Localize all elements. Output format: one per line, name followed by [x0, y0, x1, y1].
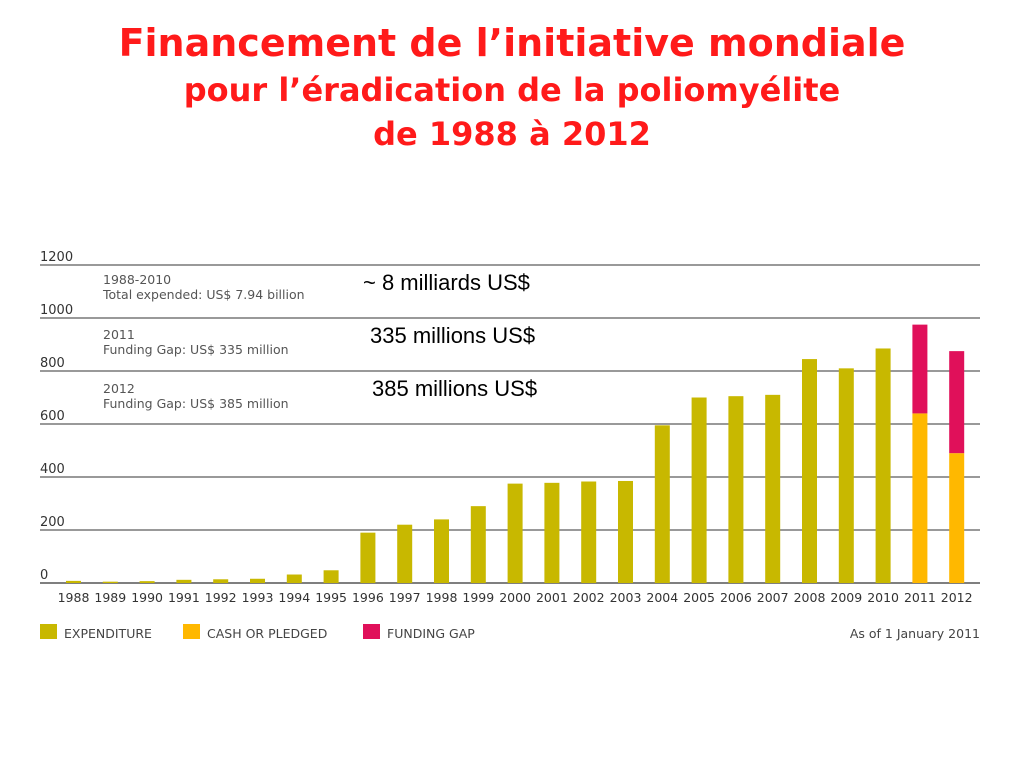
bar-expenditure — [618, 480, 633, 583]
annotation-total: ~ 8 milliards US$ — [363, 270, 530, 295]
info-box-text: Funding Gap: US$ 335 million — [103, 342, 289, 357]
bar-expenditure — [139, 581, 155, 583]
y-tick-label: 1000 — [40, 303, 73, 318]
chart-title: Financement de l’initiative mondiale pou… — [0, 18, 1024, 156]
bar-expenditure — [544, 482, 560, 583]
bar-expenditure — [507, 483, 523, 583]
legend-label: CASH OR PLEDGED — [207, 626, 327, 641]
x-tick-label: 1990 — [131, 590, 163, 605]
x-tick-label: 2012 — [941, 590, 973, 605]
y-tick-label: 1200 — [40, 250, 73, 265]
bar-expenditure — [875, 348, 891, 583]
x-tick-label: 2006 — [720, 590, 752, 605]
title-line-3: de 1988 à 2012 — [373, 115, 651, 153]
y-tick-label: 400 — [40, 462, 65, 477]
bar-expenditure — [838, 368, 854, 583]
bar-expenditure — [213, 579, 229, 583]
x-tick-label: 2002 — [573, 590, 605, 605]
x-tick-label: 1988 — [58, 590, 90, 605]
info-box-period: 2011 — [103, 327, 135, 342]
x-tick-label: 2008 — [794, 590, 826, 605]
x-tick-label: 2007 — [757, 590, 789, 605]
x-tick-label: 1989 — [94, 590, 126, 605]
x-tick-label: 2009 — [830, 590, 862, 605]
x-tick-label: 2005 — [683, 590, 715, 605]
bar-expenditure — [728, 396, 744, 583]
info-box-text: Funding Gap: US$ 385 million — [103, 396, 289, 411]
bar-expenditure — [286, 574, 302, 583]
info-box-gap-2012: 2012 Funding Gap: US$ 385 million — [103, 381, 289, 411]
info-box-period: 1988-2010 — [103, 272, 172, 287]
legend-swatch — [183, 624, 200, 639]
x-tick-label: 1991 — [168, 590, 200, 605]
x-tick-label: 1996 — [352, 590, 384, 605]
y-tick-label: 0 — [40, 568, 48, 583]
info-box-total: 1988-2010 Total expended: US$ 7.94 billi… — [103, 272, 305, 302]
footnote: As of 1 January 2011 — [850, 626, 980, 641]
y-tick-label: 600 — [40, 409, 65, 424]
x-tick-label: 2001 — [536, 590, 568, 605]
info-box-text: Total expended: US$ 7.94 billion — [103, 287, 305, 302]
bar-expenditure — [250, 578, 265, 583]
x-tick-label: 1998 — [426, 590, 458, 605]
bar-expenditure — [397, 524, 413, 583]
legend-label: EXPENDITURE — [64, 626, 152, 641]
x-tick-label: 1997 — [389, 590, 421, 605]
y-tick-label: 200 — [40, 515, 65, 530]
legend-swatch — [40, 624, 57, 639]
x-tick-label: 1995 — [315, 590, 347, 605]
info-box-period: 2012 — [103, 381, 135, 396]
legend-label: FUNDING GAP — [387, 626, 475, 641]
bar-funding-gap — [949, 351, 965, 454]
bar-expenditure — [765, 394, 781, 583]
bar-expenditure — [581, 481, 597, 583]
annotation-gap-2011: 335 millions US$ — [370, 323, 536, 348]
x-tick-label: 1994 — [278, 590, 310, 605]
x-tick-label: 1999 — [462, 590, 494, 605]
x-tick-label: 2010 — [867, 590, 899, 605]
x-tick-label: 1993 — [242, 590, 274, 605]
bar-expenditure — [66, 580, 81, 583]
title-line-1: Financement de l’initiative mondiale — [118, 21, 906, 65]
bar-expenditure — [176, 579, 192, 583]
funding-bar-chart: 0 200 400 600 800 1000 1200 1988 1989 1990 1991 199… — [40, 250, 980, 641]
bar-expenditure — [323, 570, 339, 583]
bar-cash-or-pledged — [949, 453, 965, 583]
info-box-gap-2011: 2011 Funding Gap: US$ 335 million — [103, 327, 289, 357]
x-tick-label: 2000 — [499, 590, 531, 605]
x-tick-label: 2011 — [904, 590, 936, 605]
title-line-2: pour l’éradication de la poliomyélite — [183, 71, 841, 109]
bar-expenditure — [691, 397, 707, 583]
bar-expenditure — [434, 519, 449, 583]
bar-expenditure — [360, 532, 376, 583]
bar-expenditure — [802, 359, 817, 583]
y-tick-label: 800 — [40, 356, 65, 371]
bar-expenditure — [102, 581, 118, 583]
bar-expenditure — [470, 506, 486, 583]
x-tick-label: 2004 — [646, 590, 678, 605]
bar-funding-gap — [912, 324, 928, 414]
annotation-gap-2012: 385 millions US$ — [372, 376, 538, 401]
bar-cash-or-pledged — [912, 413, 928, 583]
legend-swatch — [363, 624, 380, 639]
x-tick-label: 2003 — [610, 590, 642, 605]
bar-expenditure — [654, 425, 670, 583]
x-tick-label: 1992 — [205, 590, 237, 605]
